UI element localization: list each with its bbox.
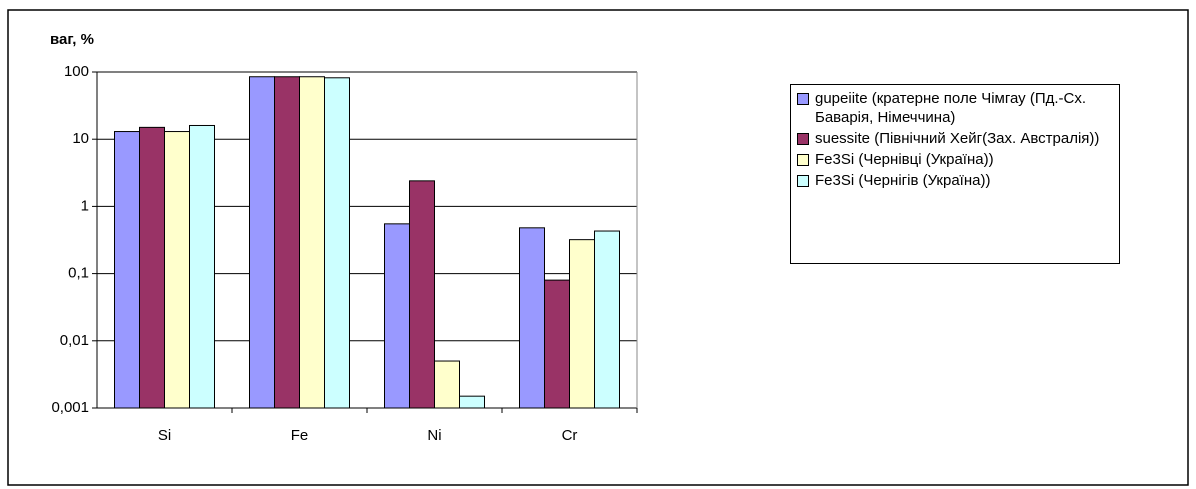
legend-label: Fe3Si (Чернівці (Україна)) <box>815 151 994 168</box>
legend-item: Fe3Si (Чернігів (Україна)) <box>797 171 1113 190</box>
x-tick-label: Si <box>158 427 171 444</box>
y-tick-label: 0,01 <box>60 332 89 349</box>
y-tick-label: 0,1 <box>68 265 89 282</box>
legend: gupeiite (кратерне поле Чімгау (Пд.-Сх. … <box>790 84 1120 264</box>
x-tick-label: Fe <box>291 427 309 444</box>
y-tick-label: 100 <box>64 63 89 80</box>
bar <box>384 223 410 409</box>
legend-swatch <box>797 93 809 105</box>
bar <box>459 395 485 409</box>
bar <box>139 126 165 409</box>
legend-item: gupeiite (кратерне поле Чімгау (Пд.-Сх. … <box>797 89 1113 127</box>
bar <box>434 360 460 409</box>
legend-swatch <box>797 175 809 187</box>
y-tick-label: 10 <box>72 130 89 147</box>
bar <box>594 230 620 409</box>
bar <box>409 180 435 409</box>
bar <box>114 131 140 409</box>
legend-swatch <box>797 154 809 166</box>
frame <box>7 9 1189 486</box>
bar <box>519 227 545 409</box>
bar <box>544 279 570 409</box>
bar <box>249 76 275 409</box>
y-tick-label: 0,001 <box>51 399 89 416</box>
legend-item: suessite (Північний Хейг(Зах. Австралія)… <box>797 129 1113 148</box>
x-tick-label: Cr <box>562 427 578 444</box>
legend-label: Fe3Si (Чернігів (Україна)) <box>815 172 991 189</box>
bar <box>569 239 595 409</box>
legend-swatch <box>797 133 809 145</box>
bar <box>164 131 190 409</box>
x-tick-label: Ni <box>427 427 441 444</box>
bar <box>324 77 350 409</box>
legend-label: suessite (Північний Хейг(Зах. Австралія)… <box>815 130 1100 147</box>
y-axis-label: ваг, % <box>50 31 94 48</box>
bar <box>274 76 300 409</box>
legend-label: gupeiite (кратерне поле Чімгау (Пд.-Сх. … <box>815 90 1087 126</box>
bar <box>189 124 215 409</box>
bar <box>299 76 325 409</box>
legend-item: Fe3Si (Чернівці (Україна)) <box>797 150 1113 169</box>
y-tick-label: 1 <box>81 197 89 214</box>
